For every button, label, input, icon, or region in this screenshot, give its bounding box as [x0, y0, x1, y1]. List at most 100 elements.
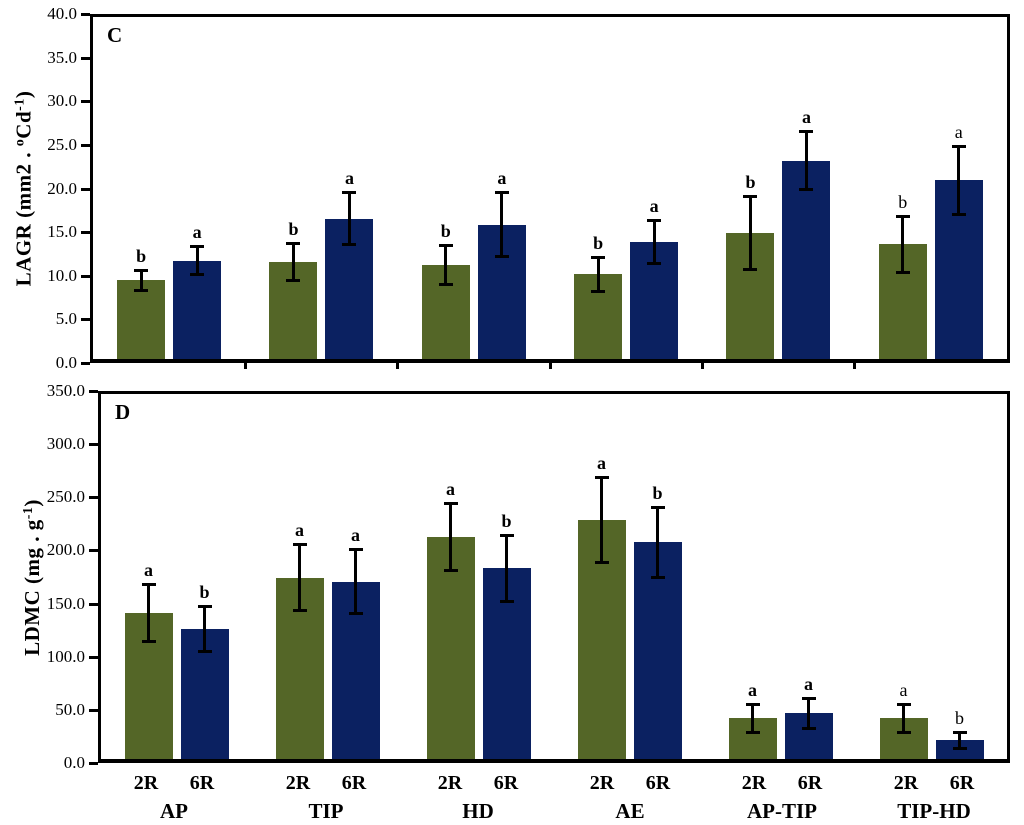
y-tick-mark	[81, 231, 90, 235]
error-bar-line	[291, 244, 295, 281]
error-bar-cap-top	[342, 191, 357, 195]
error-bar-line	[804, 132, 808, 189]
y-tick-mark	[81, 143, 90, 147]
error-bar-cap-bottom	[895, 270, 910, 274]
bar-column: a	[577, 394, 626, 759]
y-tick-mark	[89, 496, 98, 500]
bar-2r	[426, 536, 475, 759]
error-bar-cap-top	[895, 215, 910, 219]
panel-letter: D	[115, 400, 131, 424]
bar-column: b	[269, 17, 318, 359]
x-tick-mark	[853, 363, 857, 369]
x-group-label: AP	[160, 799, 188, 823]
y-tick-mark	[89, 549, 98, 553]
error-bar-cap-top	[134, 268, 149, 272]
bar-column: b	[117, 17, 166, 359]
x-tick-mark	[548, 363, 552, 369]
error-bar-cap-top	[348, 548, 363, 552]
x-series-label: 6R	[949, 772, 975, 794]
y-tick-label: 300.0	[46, 434, 85, 454]
significance-letter: a	[804, 673, 813, 694]
error-bar-cap-top	[190, 245, 205, 248]
bar-column: b	[633, 394, 682, 759]
error-bar-cap-bottom	[348, 612, 363, 615]
bar-column: a	[426, 394, 475, 759]
significance-letter: a	[144, 559, 153, 580]
error-bar-cap-top	[494, 191, 509, 195]
y-tick-label: 0.0	[55, 353, 77, 372]
error-bar-cap-top	[292, 543, 307, 547]
significance-letter: b	[593, 233, 604, 254]
y-tick-label: 150.0	[46, 593, 85, 613]
error-bar-cap-bottom	[292, 608, 307, 612]
significance-letter: b	[199, 581, 210, 602]
y-tick-mark	[81, 362, 90, 365]
error-bar-cap-bottom	[342, 243, 357, 247]
bar-column: b	[878, 17, 927, 359]
significance-letter: a	[192, 222, 202, 242]
error-bar-line	[596, 258, 600, 291]
bar-column: a	[124, 394, 173, 759]
y-tick-label: 40.0	[47, 4, 77, 23]
y-tick-mark	[89, 390, 98, 393]
x-series-label: 6R	[797, 772, 823, 794]
bar-column: a	[728, 394, 777, 759]
error-bar-cap-bottom	[494, 255, 509, 259]
error-bar-line	[449, 503, 452, 571]
y-tick-label: 350.0	[46, 381, 85, 400]
y-axis-title: LDMC (mg . g-1)	[20, 499, 45, 656]
panel-letter: C	[107, 23, 123, 47]
bar-column: a	[331, 394, 380, 759]
x-series-label: 2R	[589, 772, 615, 794]
error-bar-cap-top	[594, 476, 609, 480]
x-group-label: AE	[615, 799, 645, 823]
significance-letter: b	[501, 510, 512, 531]
significance-letter: b	[955, 707, 964, 728]
error-bar-cap-top	[438, 244, 453, 248]
significance-letter: b	[898, 192, 908, 213]
error-bar-cap-bottom	[134, 288, 149, 292]
x-group-label: HD	[462, 799, 494, 823]
x-group-label: TIP-HD	[897, 799, 971, 823]
error-bar-cap-bottom	[594, 560, 609, 564]
y-tick-mark	[89, 443, 98, 447]
error-bar-cap-bottom	[896, 730, 911, 734]
x-series-label: 2R	[741, 772, 767, 794]
significance-letter: a	[954, 121, 963, 142]
significance-letter: b	[440, 221, 451, 242]
significance-letter: b	[136, 245, 147, 266]
error-bar-cap-bottom	[801, 726, 816, 730]
y-tick-mark	[89, 762, 98, 765]
error-bar-line	[203, 606, 206, 651]
error-bar-cap-top	[801, 696, 816, 700]
error-bar-line	[652, 220, 656, 264]
error-bar-line	[444, 246, 448, 284]
error-bar-cap-top	[499, 533, 514, 537]
y-tick-label: 35.0	[47, 47, 77, 67]
significance-letter: a	[497, 168, 507, 189]
x-tick-mark	[396, 363, 400, 369]
y-tick-label: 0.0	[63, 753, 85, 772]
y-tick-label: 10.0	[47, 265, 77, 285]
x-series-label: 2R	[437, 772, 463, 794]
error-bar-cap-top	[743, 195, 758, 199]
significance-letter: a	[649, 195, 659, 216]
error-bar-line	[901, 217, 905, 272]
y-tick-label: 5.0	[55, 309, 77, 329]
x-series-labels: 2R 6R	[554, 772, 706, 795]
error-bar-cap-bottom	[591, 289, 606, 293]
error-bar-line	[195, 247, 199, 275]
x-series-labels: 2R 6R	[98, 772, 250, 795]
y-tick-mark	[89, 602, 98, 606]
